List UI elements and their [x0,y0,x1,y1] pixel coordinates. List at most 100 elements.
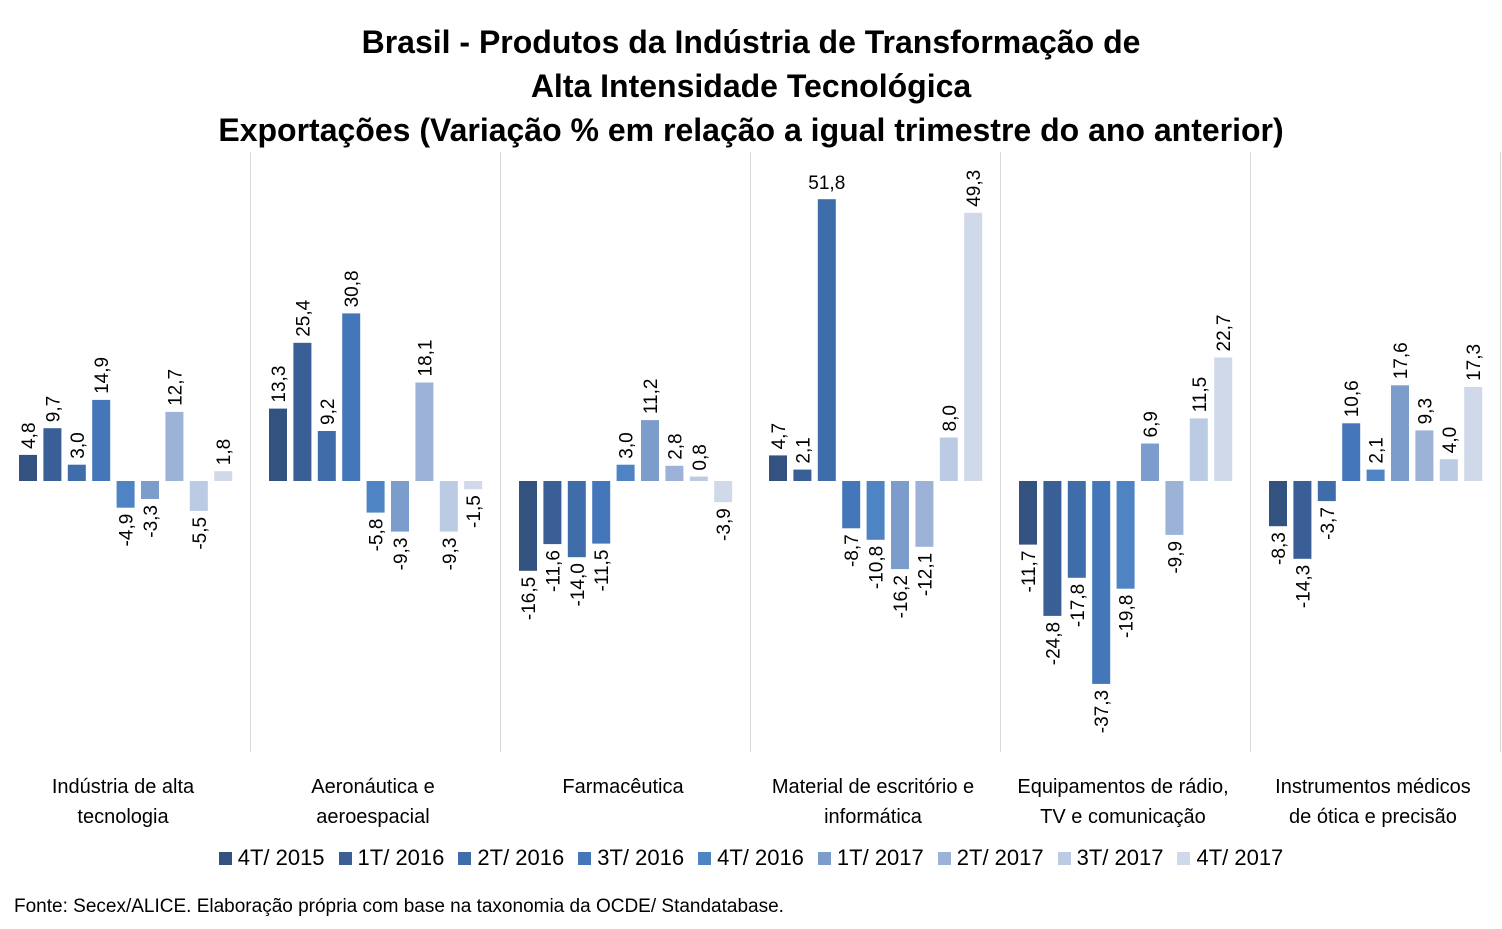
data-label: 4,7 [769,423,790,449]
chart-title-line-2: Alta Intensidade Tecnológica [530,68,972,104]
legend-item: 3T/ 2016 [578,845,684,871]
legend-item: 2T/ 2017 [937,845,1044,871]
bar [1019,481,1037,545]
bar [1269,481,1287,527]
bar [1214,357,1233,481]
bar [1043,481,1062,616]
data-label: 51,8 [808,173,845,194]
bar [665,465,684,481]
source-note: Fonte: Secex/ALICE. Elaboração própria c… [14,896,784,917]
category-label: Farmacêutica [562,776,684,798]
legend-swatch [937,851,951,865]
data-label: -37,3 [1092,690,1113,733]
data-label: -10,8 [867,546,888,589]
data-label: -11,5 [592,550,613,592]
bar [1342,423,1361,481]
legend-label: 1T/ 2016 [357,845,445,870]
category-label: Instrumentos médicos [1275,776,1471,798]
bar [1366,469,1385,481]
legend-label: 3T/ 2017 [1076,845,1164,870]
data-label: -12,1 [915,553,936,596]
bar [116,481,135,508]
data-label: 8,0 [940,405,961,431]
bar [793,469,812,481]
legend-label: 1T/ 2017 [836,845,924,870]
legend-swatch [458,851,472,865]
legend-label: 4T/ 2015 [237,845,325,870]
legend-item: 4T/ 2017 [1177,845,1283,871]
bar [366,481,385,513]
bar [1391,385,1409,481]
data-label: 2,1 [793,437,814,463]
bar [1415,430,1434,481]
data-label: -9,9 [1165,541,1186,574]
bar [714,481,733,503]
bar [1067,481,1086,578]
category-label: tecnologia [77,806,169,828]
category-label: Equipamentos de rádio, [1017,776,1228,798]
data-label: -16,5 [519,577,540,620]
bar [1464,386,1483,481]
data-label: -8,7 [842,534,863,567]
data-label: 9,3 [1415,398,1436,424]
data-label: 25,4 [293,299,314,336]
legend-item: 4T/ 2016 [698,845,804,871]
data-label: 22,7 [1214,315,1235,352]
legend-swatch [578,851,592,865]
data-label: -9,3 [440,538,461,571]
bar [616,464,635,481]
chart-title-line-1: Brasil - Produtos da Indústria de Transf… [361,24,1141,60]
data-label: -1,5 [464,495,485,528]
bar [567,481,586,558]
bar [342,313,361,481]
legend-swatch [1057,851,1071,865]
bar [939,437,958,481]
data-label: -3,9 [714,508,735,541]
legend-label: 2T/ 2017 [956,845,1044,870]
legend-label: 3T/ 2016 [597,845,685,870]
chart-title: Brasil - Produtos da Indústria de Transf… [0,20,1502,152]
data-label: -11,6 [543,550,564,592]
data-label: -17,8 [1068,584,1089,627]
bar [519,481,537,571]
legend-item: 4T/ 2015 [218,845,325,871]
data-label: -5,8 [367,519,388,552]
legend-label: 2T/ 2016 [477,845,565,870]
bar [592,481,611,544]
category-label: Material de escritório e [772,776,974,798]
bar [391,481,409,532]
data-label: 9,2 [318,399,339,425]
legend-item: 1T/ 2016 [338,845,445,871]
bar [1293,481,1312,559]
bar [891,481,909,570]
data-label: -9,3 [391,538,412,571]
bar [915,481,934,547]
legend-item: 3T/ 2017 [1057,845,1164,871]
data-label: 3,0 [68,432,89,458]
bar [1165,481,1184,535]
data-label: 1,8 [214,439,235,465]
category-label: Aeronáutica e [311,776,434,798]
bar [141,481,159,499]
category-label: aeroespacial [316,806,429,828]
chart-legend: 4T/ 2015 1T/ 2016 2T/ 2016 3T/ 2016 4T/ 2016… [0,845,1502,871]
data-label: 11,2 [641,379,662,415]
bar [293,342,312,481]
bar [439,481,458,532]
bar [689,476,708,481]
bar [189,481,208,511]
data-label: 11,5 [1190,377,1211,413]
bar [543,481,562,545]
bar [43,428,62,481]
data-label: 2,8 [665,433,686,459]
chart-title-line-3: Exportações (Variação % em relação a igu… [218,112,1284,148]
data-label: 17,6 [1391,342,1412,379]
legend-label: 4T/ 2016 [717,845,804,870]
bar [964,212,983,482]
bar [214,471,233,481]
data-label: 14,9 [92,357,113,394]
bar [165,411,184,481]
data-label: -24,8 [1043,622,1064,665]
data-label: -14,0 [568,563,589,606]
